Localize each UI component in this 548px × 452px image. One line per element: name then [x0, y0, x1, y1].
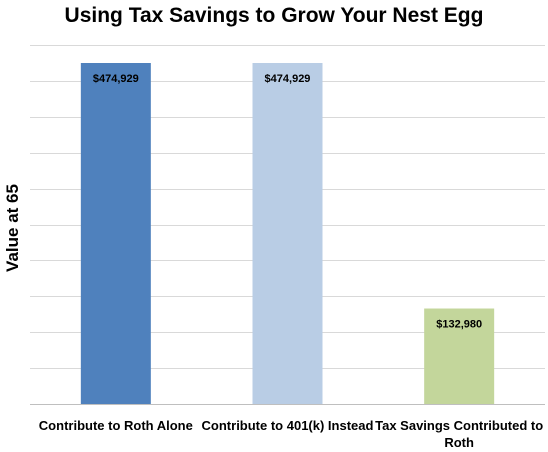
chart-title: Using Tax Savings to Grow Your Nest Egg: [64, 4, 484, 27]
bar-data-label: $132,980: [436, 319, 482, 331]
bar: [252, 63, 323, 404]
bar-data-label: $474,929: [265, 73, 311, 85]
x-tick-label: Contribute to 401(k) Instead: [201, 418, 374, 433]
bar: [424, 308, 495, 404]
bar-data-label: $474,929: [93, 73, 139, 85]
bar: [80, 63, 151, 404]
x-tick-label: Contribute to Roth Alone: [38, 418, 193, 433]
x-tick-label: Tax Savings Contributed to Roth: [375, 418, 544, 450]
